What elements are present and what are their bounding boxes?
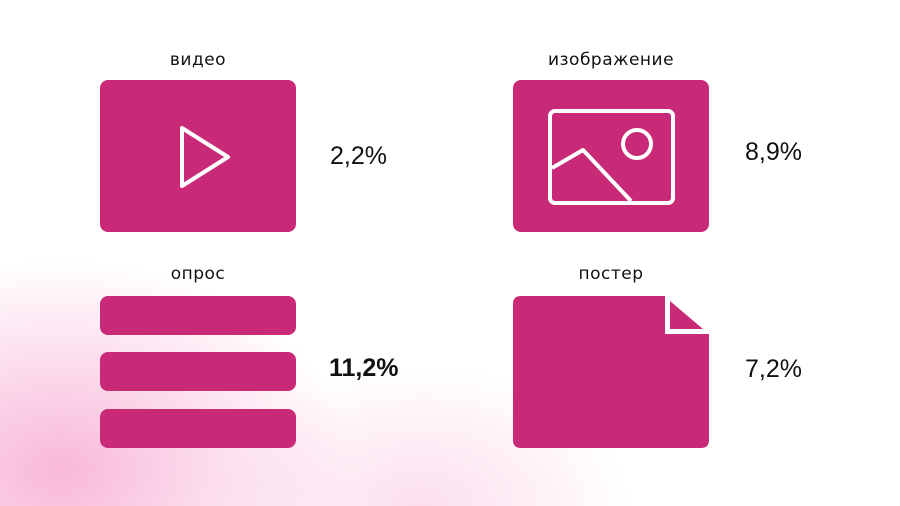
image-value: 8,9%	[745, 138, 802, 166]
poll-bar	[100, 409, 296, 448]
video-label: видео	[169, 50, 227, 70]
image-card	[513, 80, 709, 232]
image-icon	[548, 109, 675, 205]
poll-bar	[100, 352, 296, 391]
play-icon	[180, 126, 230, 188]
poll-label: опрос	[170, 264, 226, 284]
poster-icon	[513, 296, 709, 448]
image-label: изображение	[547, 50, 675, 70]
poster-value: 7,2%	[745, 355, 802, 383]
video-value: 2,2%	[330, 142, 387, 170]
poll-bar	[100, 296, 296, 335]
poll-value: 11,2%	[329, 354, 399, 382]
poster-label: постер	[578, 264, 644, 284]
video-card	[100, 80, 296, 232]
